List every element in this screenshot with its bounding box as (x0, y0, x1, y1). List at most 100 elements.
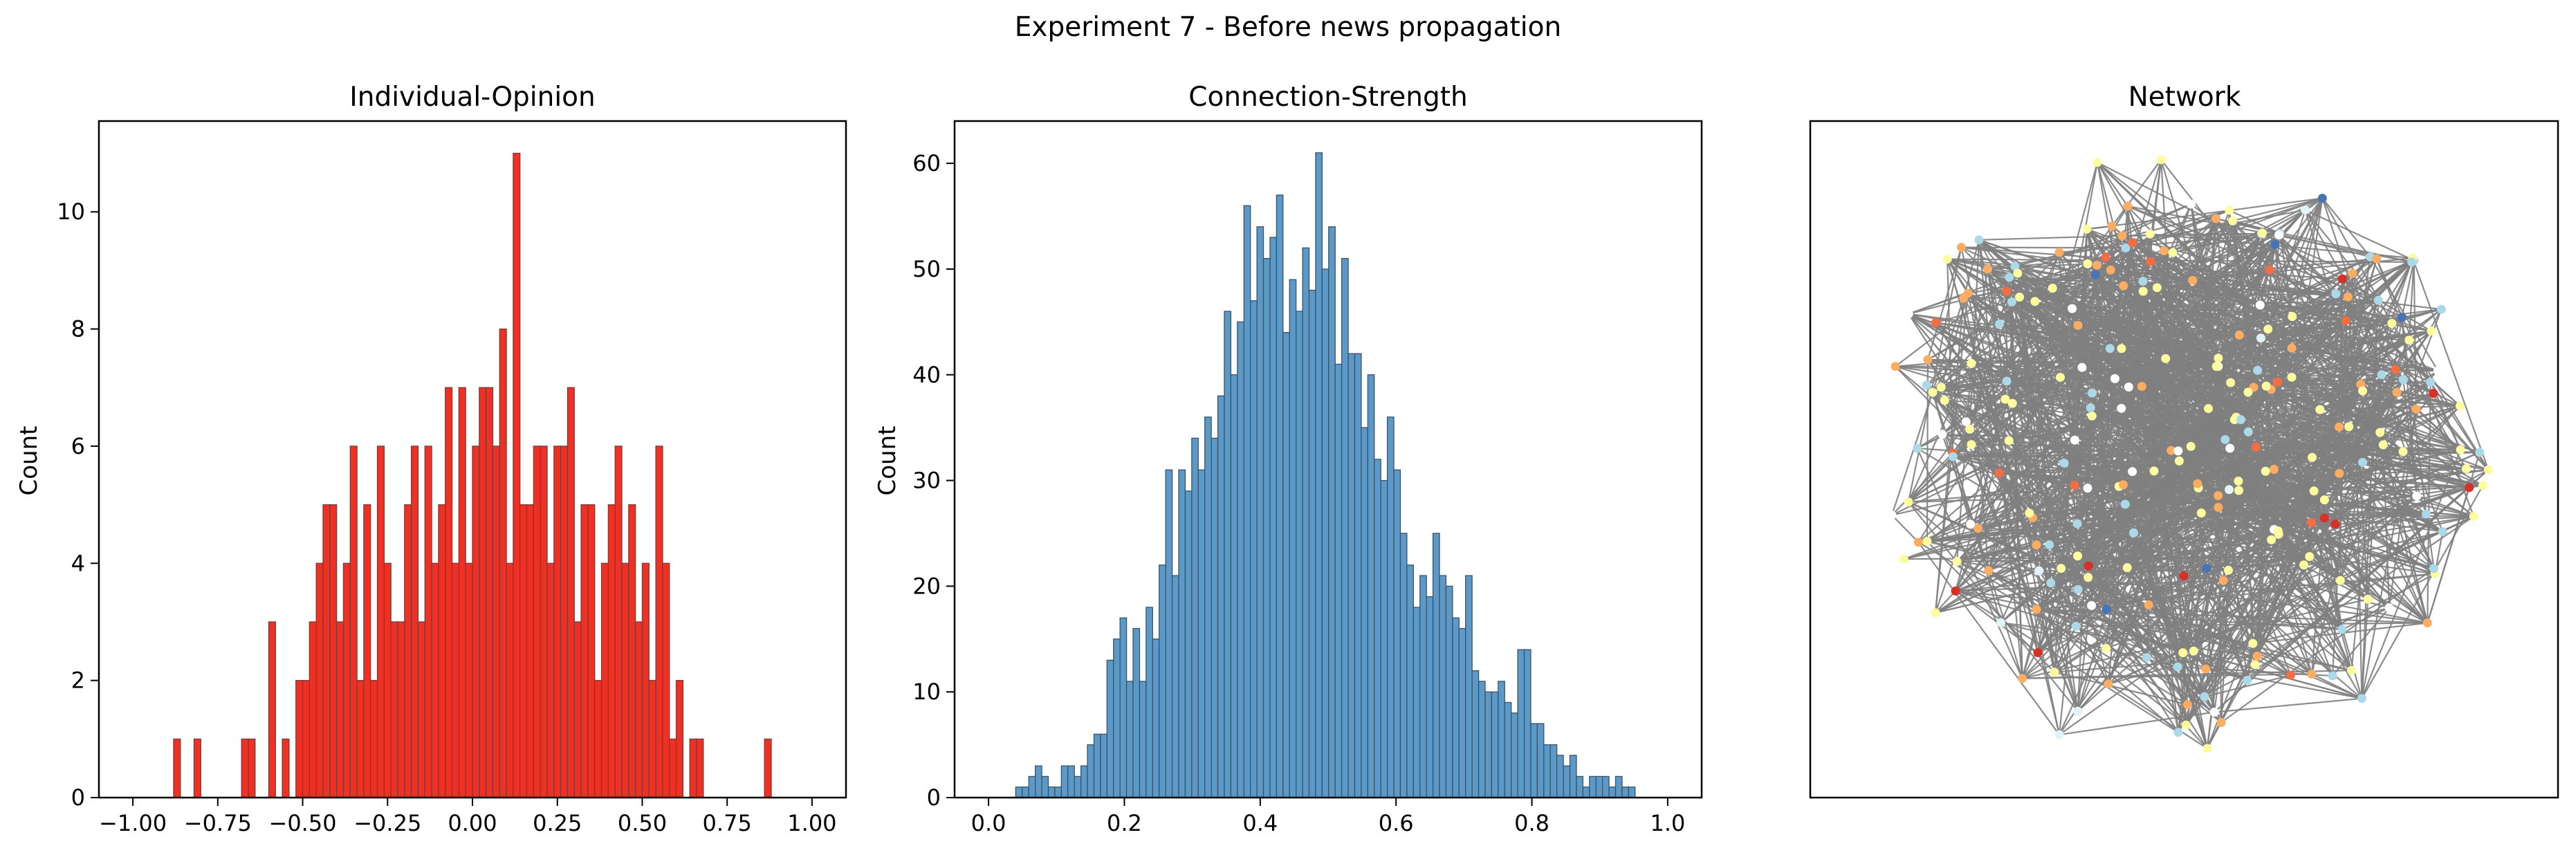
network-node (2397, 313, 2407, 322)
network-node (2335, 468, 2344, 478)
histogram-bar (1354, 353, 1362, 798)
network-node (2252, 652, 2262, 661)
network-node (2034, 566, 2044, 576)
network-node (1899, 554, 1908, 564)
histogram-bar (1146, 607, 1153, 798)
network-node (2007, 297, 2016, 307)
network-title: Network (2128, 82, 2241, 113)
histogram-bar (641, 562, 650, 798)
network-node (2145, 229, 2155, 239)
histogram-bar (1022, 787, 1029, 798)
network-edge (2149, 261, 2272, 390)
x-tick-label: −0.25 (353, 810, 421, 836)
y-tick-label: 0 (927, 784, 941, 811)
network-node (2226, 378, 2236, 387)
histogram-bar (1484, 691, 1493, 798)
histogram-bar (1139, 681, 1147, 798)
network-node (2149, 466, 2159, 476)
network-node (2117, 344, 2126, 353)
y-tick-label: 10 (912, 679, 941, 705)
network-edge (2090, 567, 2128, 607)
network-edge (2036, 457, 2313, 610)
network-node (2045, 540, 2054, 550)
x-tick-label: 0.4 (1242, 810, 1278, 836)
histogram-bar (1184, 490, 1193, 798)
network-edge (1969, 407, 2092, 525)
network-node (2243, 427, 2253, 436)
histogram-bar (1132, 627, 1141, 798)
network-edge (2037, 604, 2149, 654)
histogram-bar (1269, 237, 1278, 798)
network-edge (2216, 366, 2223, 723)
histogram-bar (465, 562, 473, 798)
histogram-bar (1015, 787, 1023, 798)
network-panel: Network (1809, 82, 2559, 799)
x-tick-label: 0.8 (1514, 810, 1549, 836)
network-edge (1926, 301, 2013, 386)
histogram-bar (600, 562, 609, 798)
network-node (1938, 430, 1947, 439)
network-edge (2077, 555, 2310, 591)
network-node (1984, 566, 1994, 576)
network-node (2265, 265, 2274, 275)
histogram-bar (513, 152, 521, 798)
network-edge (2304, 210, 2396, 370)
network-node (2087, 600, 2097, 610)
network-node (2285, 670, 2295, 680)
histogram-bar (397, 621, 405, 798)
network-node (1963, 288, 1973, 298)
network-node (2117, 403, 2126, 413)
network-node (1996, 618, 2006, 627)
histogram-bar (1093, 733, 1101, 798)
network-edge (2115, 330, 2431, 380)
network-node (2083, 573, 2093, 582)
network-edge (1987, 268, 2350, 428)
network-node (2013, 268, 2023, 278)
network-node (2317, 194, 2327, 203)
histogram-bar (390, 621, 398, 798)
network-node (2054, 248, 2064, 257)
network-edge (2054, 655, 2258, 673)
histogram-bar (295, 679, 304, 798)
network-node (2392, 387, 2402, 397)
network-edge (2126, 205, 2135, 533)
network-edge (2092, 392, 2340, 475)
network-edge (2014, 266, 2470, 488)
network-edge (1955, 590, 2248, 681)
network-node (2070, 435, 2079, 445)
network-node (2248, 638, 2258, 648)
network-node (2308, 452, 2317, 462)
histogram-bar (553, 445, 562, 798)
network-node (2138, 277, 2148, 286)
network-edge (1908, 259, 2415, 503)
y-tick-label: 60 (912, 150, 941, 176)
network-node (2118, 480, 2128, 490)
network-node (2000, 394, 2010, 404)
histogram-bar (1028, 775, 1036, 798)
network-node (2299, 560, 2308, 570)
histogram-bar (322, 504, 331, 798)
network-edge (1987, 268, 2269, 330)
network-edge (2259, 269, 2271, 306)
network-edge (2411, 257, 2490, 470)
network-node (2273, 377, 2283, 387)
network-node (2124, 382, 2133, 392)
network-node (2391, 365, 2400, 374)
network-node (2050, 668, 2059, 677)
network-edge (2156, 287, 2207, 569)
histogram-bar (241, 738, 249, 798)
network-node (2107, 221, 2117, 231)
network-node (2337, 625, 2347, 634)
histogram-bar (1504, 701, 1512, 798)
network-edge (2292, 315, 2470, 488)
network-edge (2204, 674, 2291, 698)
histogram-bar (485, 387, 494, 798)
network-edge (2124, 339, 2410, 505)
x-tick-label: 0.50 (618, 810, 667, 836)
network-edge (1940, 324, 2079, 388)
network-edge (2091, 415, 2199, 489)
histogram-bar (1119, 617, 1128, 798)
network-edge (2072, 308, 2166, 360)
network-node (2427, 326, 2436, 335)
network-node (2030, 297, 2040, 306)
